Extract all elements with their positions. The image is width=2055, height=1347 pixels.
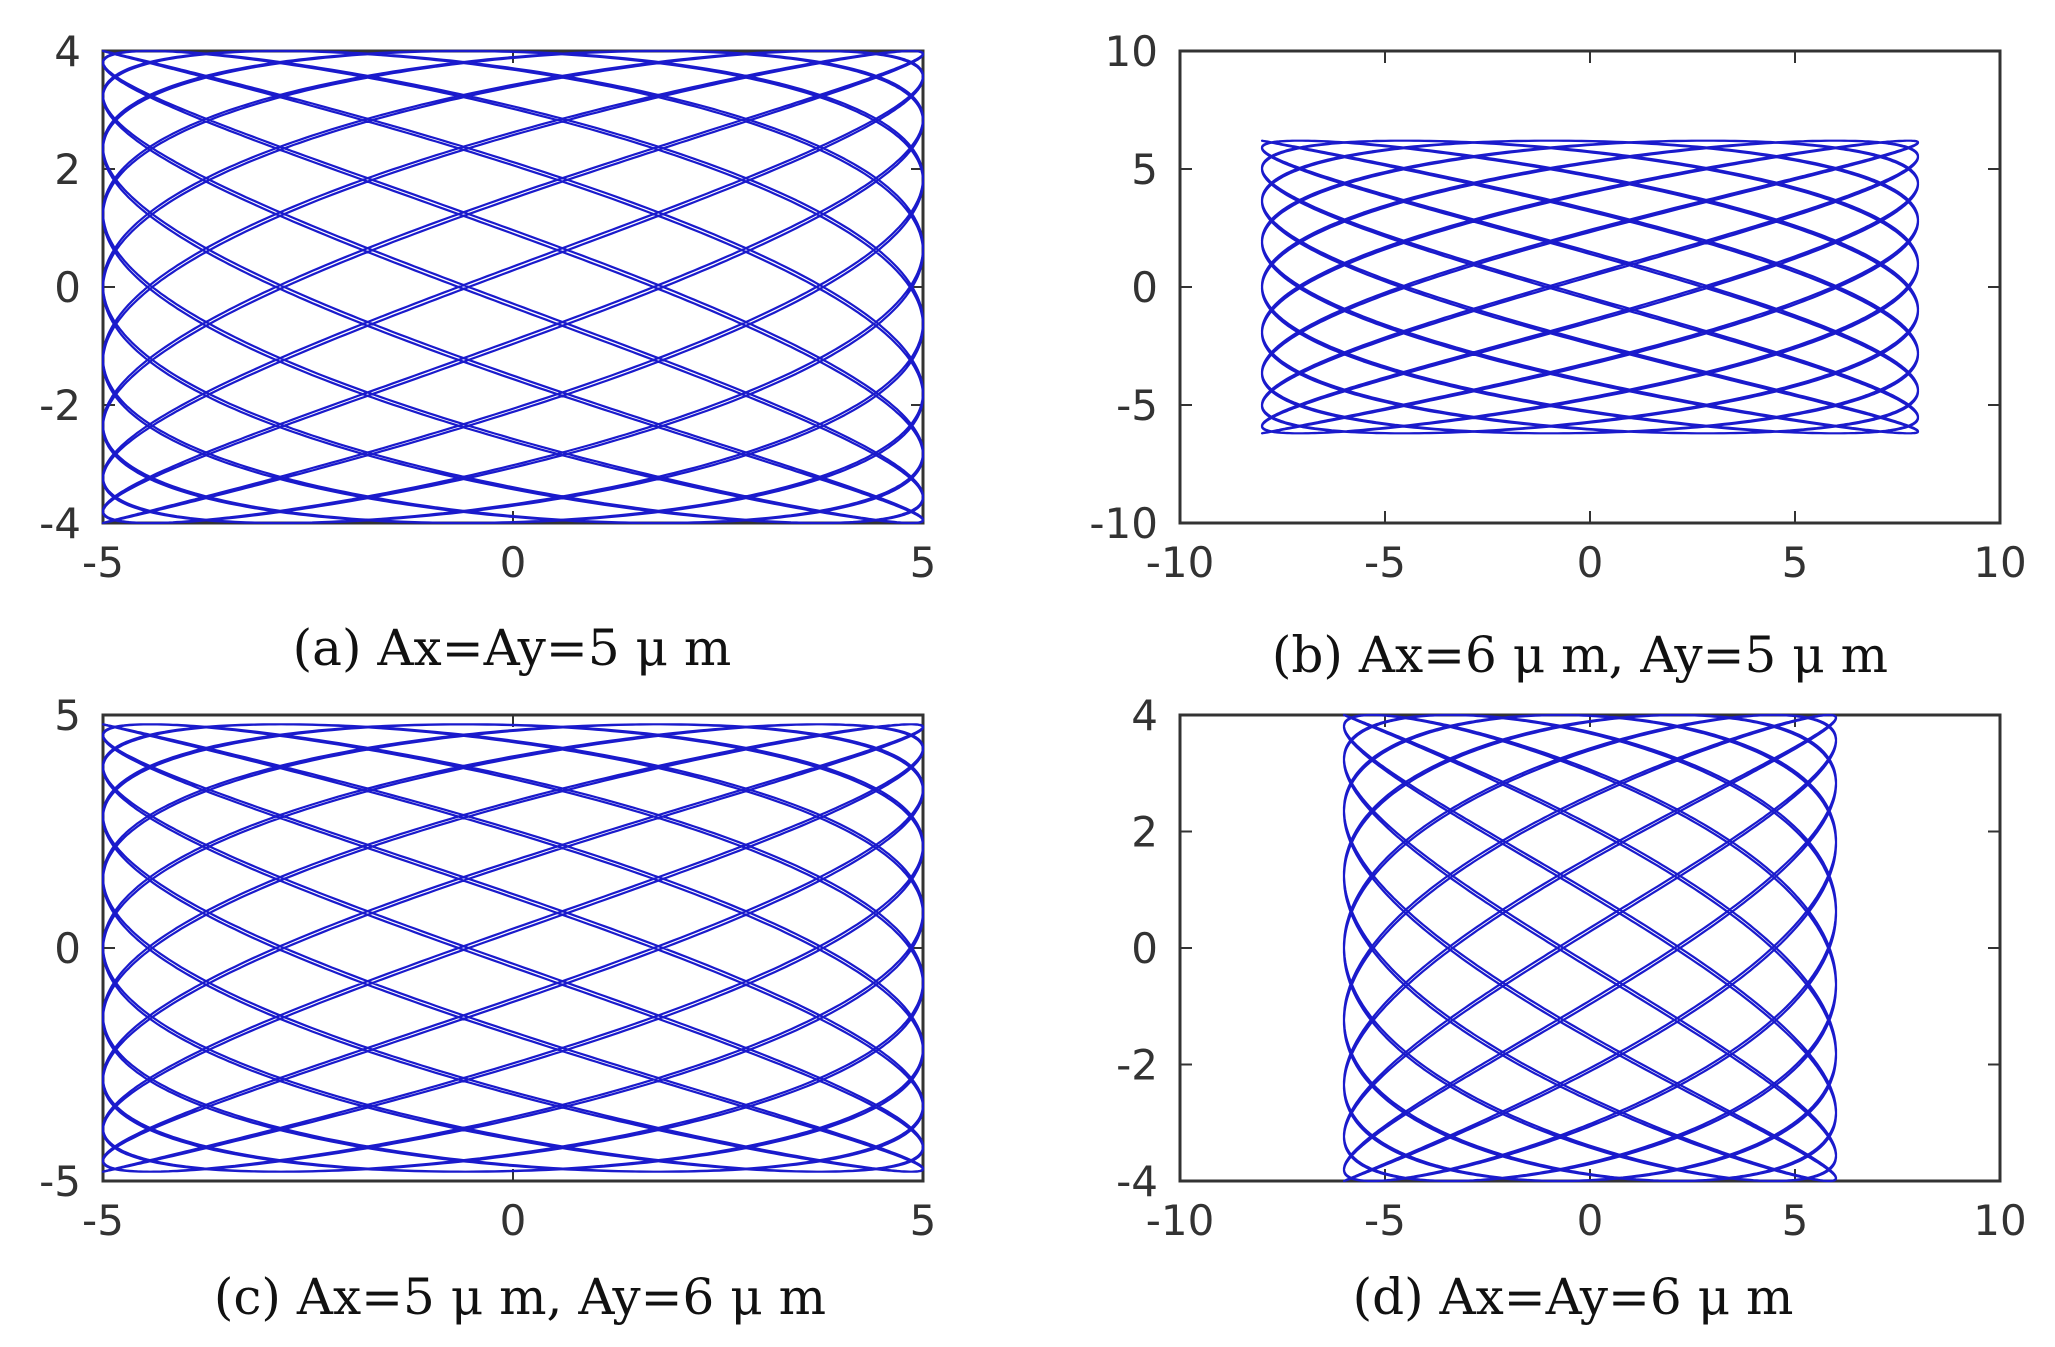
panel-b-xtick-label: -5 <box>1364 538 1406 587</box>
panel-b-ytick-label: 0 <box>1131 263 1158 312</box>
panel-d-ytick-label: 0 <box>1131 924 1158 973</box>
panel-a: -5 0 5 4 2 0 -2 -4 (a) Ax=Ay=5 μ m <box>39 27 936 677</box>
panel-b-ytick-label: -5 <box>1116 381 1158 430</box>
panel-c-lissajous-curve <box>101 723 925 1173</box>
panel-a-lissajous-curve <box>101 49 925 525</box>
panel-d-ytick-label: -4 <box>1116 1157 1158 1206</box>
panel-c-xtick-label: 5 <box>910 1196 937 1245</box>
panel-b-xtick-label: 10 <box>1973 538 2026 587</box>
panel-b-curve <box>1260 139 1920 435</box>
panel-d-ytick-label: 2 <box>1131 808 1158 857</box>
panel-d-xtick-label: 5 <box>1782 1196 1809 1245</box>
panel-c-ytick-label: 0 <box>54 924 81 973</box>
panel-d-curve <box>1342 713 1838 1183</box>
panel-b-caption: (b) Ax=6 μ m, Ay=5 μ m <box>1272 626 1888 684</box>
panel-c-xtick-label: 0 <box>500 1196 527 1245</box>
panel-a-plot-frame <box>101 49 925 525</box>
panel-c-ytick-label: -5 <box>39 1157 81 1206</box>
panel-d-plot-frame <box>1178 713 2002 1183</box>
panel-a-ticks: -5 0 5 4 2 0 -2 -4 <box>39 27 936 587</box>
panel-c-ytick-label: 5 <box>54 691 81 740</box>
panel-d-ticks: -10 -5 0 5 10 4 2 0 -2 -4 <box>1116 691 2027 1245</box>
panel-a-curve <box>101 49 925 525</box>
panel-b-lissajous-curve <box>1260 139 1920 435</box>
panel-b-xtick-label: -10 <box>1146 538 1215 587</box>
panel-b-ytick-label: -10 <box>1089 499 1158 548</box>
panel-b-ytick-label: 10 <box>1105 27 1158 76</box>
panel-c-caption: (c) Ax=5 μ m, Ay=6 μ m <box>214 1268 826 1326</box>
panel-b-xtick-label: 0 <box>1577 538 1604 587</box>
panel-b-ticks: -10 -5 0 5 10 10 5 0 -5 -10 <box>1089 27 2026 587</box>
panel-b: -10 -5 0 5 10 10 5 0 -5 -10 (b) Ax=6 μ m, Ay=5 μ … <box>1089 27 2026 684</box>
panel-c-curve <box>101 723 925 1173</box>
panel-a-xtick-label: 5 <box>910 538 937 587</box>
panel-c-xtick-label: -5 <box>82 1196 124 1245</box>
panel-d-xtick-label: 10 <box>1973 1196 2026 1245</box>
panel-d-xtick-label: -10 <box>1146 1196 1215 1245</box>
panel-a-ytick-label: 0 <box>54 263 81 312</box>
panel-b-ytick-label: 5 <box>1131 145 1158 194</box>
panel-d-caption: (d) Ax=Ay=6 μ m <box>1353 1268 1794 1326</box>
panel-a-xtick-label: -5 <box>82 538 124 587</box>
panel-c: -5 0 5 5 0 -5 (c) Ax=5 μ m, Ay=6 μ m <box>39 691 936 1326</box>
panel-a-caption: (a) Ax=Ay=5 μ m <box>293 619 732 677</box>
panel-d: -10 -5 0 5 10 4 2 0 -2 -4 (d) Ax=Ay=6 μ m <box>1116 691 2027 1326</box>
panel-d-xtick-label: 0 <box>1577 1196 1604 1245</box>
panel-a-ytick-label: 2 <box>54 145 81 194</box>
panel-a-ytick-label: -2 <box>39 381 81 430</box>
panel-a-ytick-label: -4 <box>39 499 81 548</box>
panel-d-ytick-label: -2 <box>1116 1041 1158 1090</box>
panel-a-ytick-label: 4 <box>54 27 81 76</box>
panel-d-lissajous-curve <box>1342 713 1838 1183</box>
panel-d-xtick-label: -5 <box>1364 1196 1406 1245</box>
panel-d-ytick-label: 4 <box>1131 691 1158 740</box>
panel-c-ticks: -5 0 5 5 0 -5 <box>39 691 936 1245</box>
panel-a-xtick-label: 0 <box>500 538 527 587</box>
panel-b-xtick-label: 5 <box>1782 538 1809 587</box>
